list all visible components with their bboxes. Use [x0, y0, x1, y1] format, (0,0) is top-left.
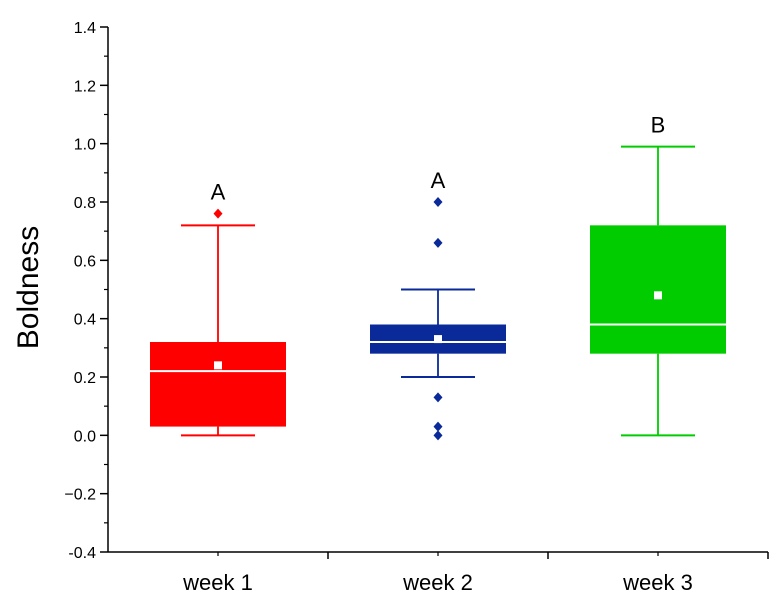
box-week-1: [150, 208, 286, 437]
outlier-point: [433, 421, 443, 432]
y-tick-label: 1.4: [74, 20, 96, 37]
y-tick-label: −0.2: [64, 487, 96, 504]
mean-marker: [214, 361, 222, 370]
y-tick-label: 0.8: [74, 195, 96, 212]
y-tick-label: 0.4: [74, 312, 96, 329]
outlier-point: [433, 392, 443, 403]
significance-label: A: [431, 168, 446, 193]
x-tick-label: week 1: [182, 570, 253, 595]
axes: -0.4 −0.2 0.0 0.2 0.4 0.6 0.8 1.0 1.2 1.4 week 1 we…: [64, 20, 769, 595]
boxes: [150, 145, 726, 441]
mean-marker: [434, 335, 442, 344]
mean-marker: [654, 291, 662, 300]
y-tick-label: 1.2: [74, 78, 96, 95]
y-tick-label: -0.4: [68, 545, 96, 562]
x-tick-label: week 2: [402, 570, 473, 595]
outlier-point: [213, 208, 223, 219]
outlier-point: [433, 430, 443, 441]
labels: Boldness A A B: [12, 113, 665, 350]
y-axis-label: Boldness: [12, 226, 45, 349]
box-week-3: [590, 145, 726, 437]
iqr-box: [150, 342, 286, 427]
outlier-point: [433, 197, 443, 207]
y-tick-label: 0.6: [74, 253, 96, 270]
y-tick-label: 0.0: [74, 428, 96, 445]
x-tick-label: week 3: [622, 570, 693, 595]
significance-label: A: [211, 180, 226, 205]
iqr-box: [590, 225, 726, 354]
significance-label: B: [651, 113, 666, 138]
outlier-point: [433, 237, 443, 248]
box-week-2: [370, 197, 506, 441]
y-tick-label: 1.0: [74, 137, 96, 154]
y-tick-label: 0.2: [74, 370, 96, 387]
